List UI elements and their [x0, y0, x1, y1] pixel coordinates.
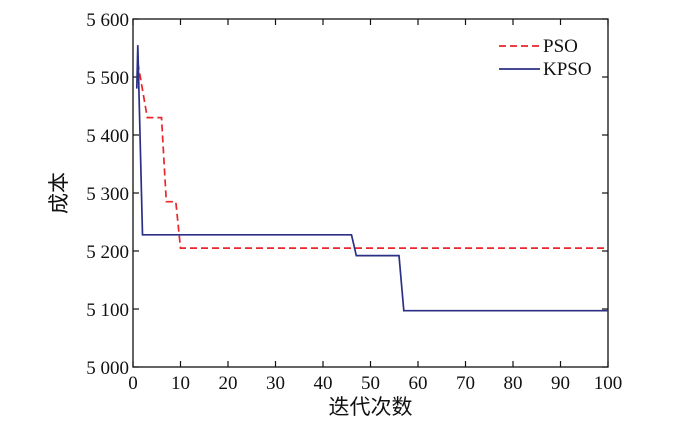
- x-tick-label: 100: [594, 373, 623, 394]
- legend-label-pso: PSO: [543, 36, 578, 57]
- y-tick-label: 5 300: [86, 184, 129, 205]
- y-tick-label: 5 200: [86, 242, 129, 263]
- legend-label-kpso: KPSO: [543, 59, 592, 80]
- series-line-pso: [136, 62, 608, 249]
- x-tick-label: 80: [504, 373, 523, 394]
- x-tick-label: 70: [456, 373, 475, 394]
- y-tick-label: 5 400: [86, 126, 129, 147]
- x-tick-label: 10: [171, 373, 190, 394]
- x-axis-title: 迭代次数: [329, 395, 413, 419]
- y-tick-label: 5 500: [86, 68, 129, 89]
- x-tick-label: 30: [266, 373, 285, 394]
- plot-area-frame: [132, 18, 609, 368]
- y-tick-label: 5 000: [86, 358, 129, 379]
- legend: PSO KPSO: [499, 36, 592, 80]
- y-axis-title: 成本: [47, 172, 71, 214]
- y-tick-label: 5 600: [86, 10, 129, 31]
- x-tick-label: 50: [361, 373, 380, 394]
- y-tick-label: 5 100: [86, 300, 129, 321]
- x-tick-label: 90: [551, 373, 570, 394]
- x-tick-label: 20: [219, 373, 238, 394]
- x-tick-label: 60: [409, 373, 428, 394]
- x-tick-label: 40: [314, 373, 333, 394]
- series-line-kpso: [135, 45, 608, 312]
- x-tick-label: 0: [128, 373, 138, 394]
